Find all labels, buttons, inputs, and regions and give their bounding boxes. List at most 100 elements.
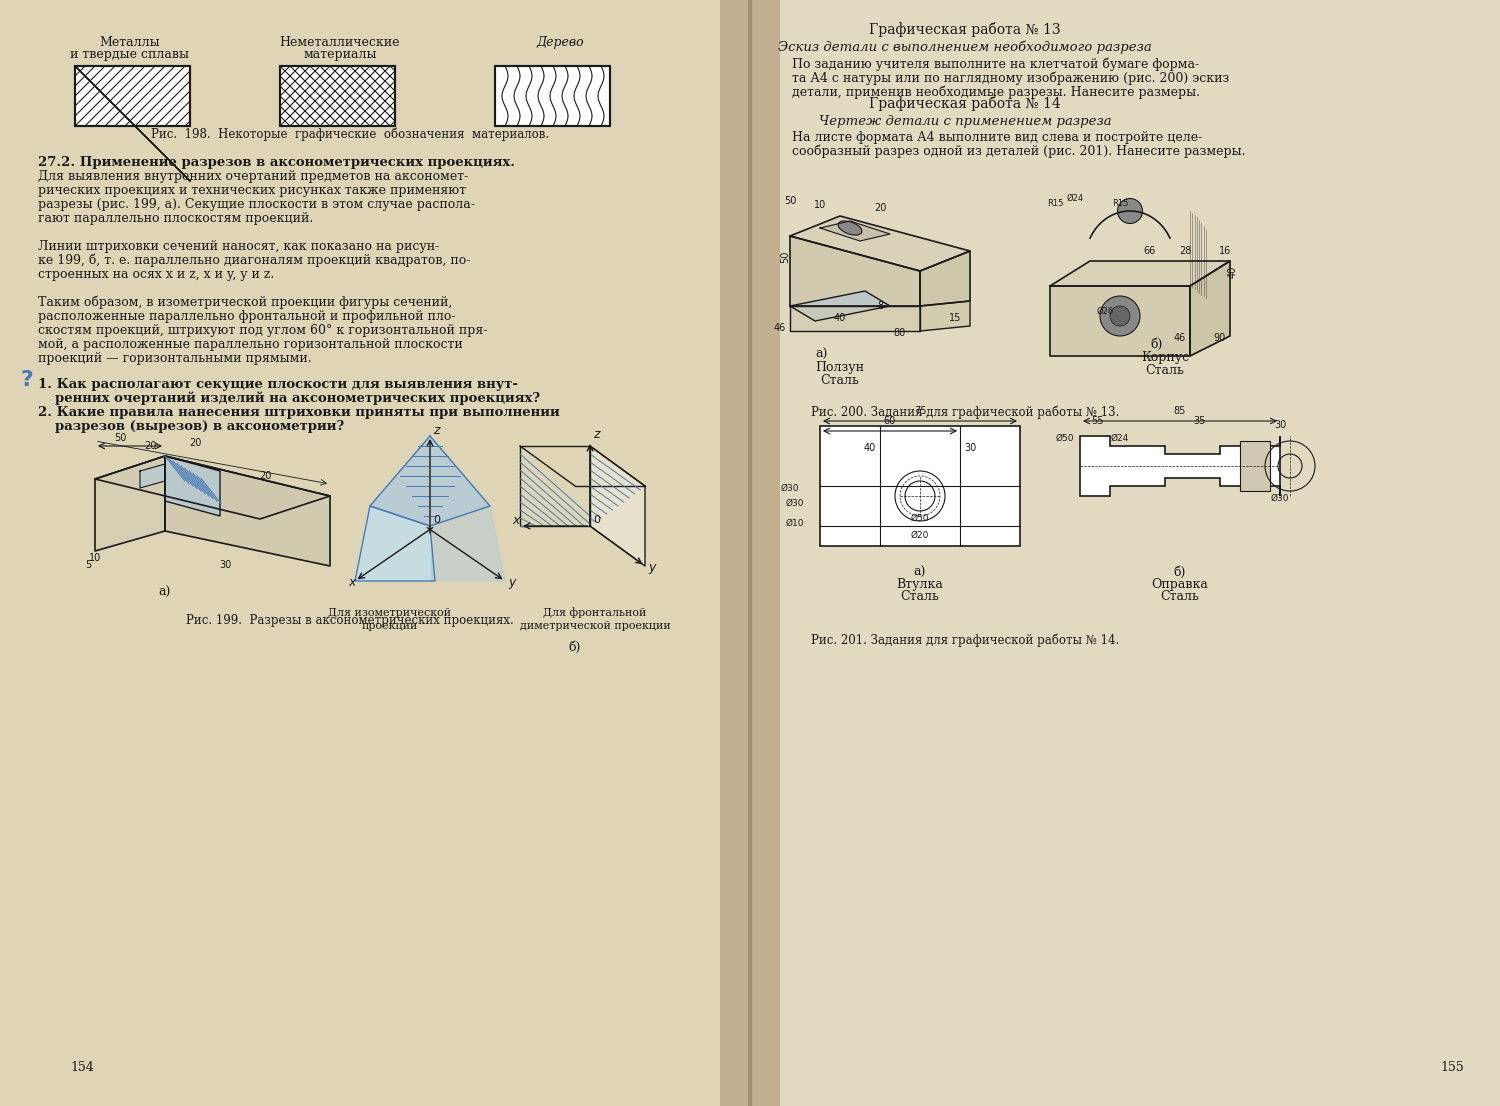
- Text: 40: 40: [834, 313, 846, 323]
- Text: Металлы: Металлы: [99, 36, 160, 49]
- Polygon shape: [1050, 261, 1230, 286]
- Text: 27.2. Применение разрезов в аксонометрических проекциях.: 27.2. Применение разрезов в аксонометрич…: [38, 156, 514, 169]
- Text: 75: 75: [914, 406, 926, 416]
- Polygon shape: [790, 216, 970, 271]
- Text: Ø20: Ø20: [910, 531, 928, 540]
- Text: расположенные параллельно фронтальной и профильной пло-: расположенные параллельно фронтальной и …: [38, 310, 456, 323]
- Text: ?: ?: [20, 371, 33, 390]
- Text: 10: 10: [88, 553, 101, 563]
- Text: 40: 40: [864, 444, 876, 453]
- Text: Оправка: Оправка: [1152, 578, 1209, 591]
- Polygon shape: [94, 456, 330, 519]
- Polygon shape: [920, 301, 970, 331]
- Text: Ползун: Ползун: [816, 361, 864, 374]
- Text: 40: 40: [1228, 265, 1238, 278]
- Text: 46: 46: [774, 323, 786, 333]
- Text: 85: 85: [1174, 406, 1186, 416]
- Bar: [495, 66, 610, 126]
- Text: проекций — горизонтальными прямыми.: проекций — горизонтальными прямыми.: [38, 352, 312, 365]
- Text: а): а): [815, 348, 828, 361]
- Text: Эскиз детали с выполнением необходимого разреза: Эскиз детали с выполнением необходимого …: [778, 41, 1152, 54]
- Bar: [821, 426, 1020, 546]
- Text: б): б): [568, 641, 580, 654]
- Text: Ø24: Ø24: [1112, 434, 1130, 444]
- Text: 55: 55: [1090, 416, 1102, 426]
- Polygon shape: [94, 456, 165, 551]
- Bar: [760, 0, 1500, 1106]
- Bar: [75, 66, 190, 126]
- Text: ке 199, б, т. е. параллельно диагоналям проекций квадратов, по-: ке 199, б, т. е. параллельно диагоналям …: [38, 253, 471, 267]
- Text: На листе формата А4 выполните вид слева и постройте целе-: На листе формата А4 выполните вид слева …: [792, 131, 1203, 144]
- Polygon shape: [140, 465, 165, 488]
- Text: 30: 30: [964, 444, 976, 453]
- Text: гают параллельно плоскостям проекций.: гают параллельно плоскостям проекций.: [38, 212, 314, 225]
- Polygon shape: [356, 507, 435, 581]
- Text: Ø50: Ø50: [1056, 434, 1074, 444]
- Ellipse shape: [1118, 198, 1143, 223]
- Polygon shape: [370, 436, 490, 526]
- Text: 154: 154: [70, 1061, 94, 1074]
- Polygon shape: [356, 507, 430, 581]
- Text: Рис.  198.  Некоторые  графические  обозначения  материалов.: Рис. 198. Некоторые графические обозначе…: [152, 127, 549, 140]
- Bar: [75, 66, 190, 126]
- Text: 60: 60: [884, 416, 896, 426]
- Text: x: x: [512, 514, 519, 526]
- Text: строенных на осях x и z, x и y, y и z.: строенных на осях x и z, x и y, y и z.: [38, 268, 274, 281]
- Text: Сталь: Сталь: [900, 589, 939, 603]
- Text: R15: R15: [1047, 199, 1064, 208]
- Text: Ø26: Ø26: [1096, 307, 1113, 316]
- Text: Линии штриховки сечений наносят, как показано на рисун-: Линии штриховки сечений наносят, как пок…: [38, 240, 439, 253]
- Text: детали, применив необходимые разрезы. Нанесите размеры.: детали, применив необходимые разрезы. На…: [792, 85, 1200, 100]
- Text: а): а): [914, 566, 926, 580]
- Text: z: z: [433, 424, 439, 437]
- Text: 0: 0: [592, 515, 600, 525]
- Text: Сталь: Сталь: [821, 374, 860, 387]
- Text: рических проекциях и технических рисунках также применяют: рических проекциях и технических рисунка…: [38, 184, 466, 197]
- Text: x: x: [348, 576, 355, 589]
- Polygon shape: [165, 456, 220, 517]
- Text: 155: 155: [1440, 1061, 1464, 1074]
- Text: Дерево: Дерево: [536, 36, 584, 49]
- Text: 30: 30: [1274, 420, 1286, 430]
- Text: разрезы (рис. 199, а). Секущие плоскости в этом случае распола-: разрезы (рис. 199, а). Секущие плоскости…: [38, 198, 476, 211]
- Bar: [0, 0, 740, 1106]
- Text: 66: 66: [1144, 246, 1156, 255]
- Text: Ø10: Ø10: [786, 519, 804, 528]
- Polygon shape: [790, 306, 920, 331]
- Text: Корпус: Корпус: [1142, 351, 1190, 364]
- Text: 46: 46: [1174, 333, 1186, 343]
- Polygon shape: [424, 507, 506, 581]
- Polygon shape: [790, 291, 889, 321]
- Text: 50: 50: [114, 434, 126, 444]
- Text: 50: 50: [784, 196, 796, 206]
- Text: б): б): [1150, 338, 1162, 351]
- Text: Для изометрической: Для изометрической: [328, 608, 452, 618]
- Text: 20: 20: [260, 471, 272, 481]
- Text: Сталь: Сталь: [1161, 589, 1200, 603]
- Text: Таким образом, в изометрической проекции фигуры сечений,: Таким образом, в изометрической проекции…: [38, 295, 453, 309]
- Polygon shape: [1080, 436, 1280, 495]
- Text: Для фронтальной: Для фронтальной: [543, 607, 646, 618]
- Bar: [280, 66, 394, 126]
- Bar: [1240, 441, 1270, 491]
- Text: 5: 5: [86, 560, 92, 570]
- Text: диметрической проекции: диметрической проекции: [519, 620, 670, 632]
- Text: По заданию учителя выполните на клетчатой бумаге форма-: По заданию учителя выполните на клетчато…: [792, 58, 1198, 71]
- Polygon shape: [920, 251, 970, 306]
- Text: 50: 50: [780, 251, 790, 263]
- Text: 20: 20: [874, 204, 886, 213]
- Text: Графическая работа № 13: Графическая работа № 13: [868, 22, 1060, 36]
- Bar: [720, 0, 780, 1106]
- Text: Ø30: Ø30: [786, 499, 804, 508]
- Text: Ø24: Ø24: [1066, 194, 1083, 204]
- Bar: [280, 66, 394, 126]
- Text: 80: 80: [894, 328, 906, 338]
- Ellipse shape: [839, 221, 862, 236]
- Text: R15: R15: [1112, 199, 1128, 208]
- Text: разрезов (вырезов) в аксонометрии?: разрезов (вырезов) в аксонометрии?: [56, 420, 344, 434]
- Bar: [495, 66, 610, 126]
- Text: 28: 28: [1179, 246, 1191, 255]
- Polygon shape: [1190, 261, 1230, 356]
- Text: Рис. 200. Задания для графической работы № 13.: Рис. 200. Задания для графической работы…: [812, 406, 1119, 419]
- Text: та А4 с натуры или по наглядному изображению (рис. 200) эскиз: та А4 с натуры или по наглядному изображ…: [792, 72, 1230, 85]
